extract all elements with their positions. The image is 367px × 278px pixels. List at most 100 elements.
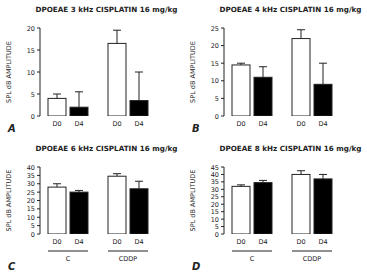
bar xyxy=(254,77,272,116)
title: DPOEAE 8 kHz CISPLATIN 16 mg/kg xyxy=(220,144,362,153)
panel-label: B xyxy=(192,123,200,134)
error-bar xyxy=(135,181,143,189)
error-cap xyxy=(113,30,121,31)
error-bar xyxy=(297,30,305,39)
x-tick-label: D0 xyxy=(112,120,121,128)
error-stem xyxy=(139,181,140,189)
x-tick-label: D0 xyxy=(52,120,61,128)
error-cap xyxy=(259,180,267,181)
panel: DPOEAE 8 kHz CISPLATIN 16 mg/kgSPL dB AM… xyxy=(189,144,361,272)
error-stem xyxy=(57,184,58,187)
bar xyxy=(48,187,66,234)
error-stem xyxy=(263,67,264,78)
error-stem xyxy=(139,72,140,101)
group-line xyxy=(232,251,272,252)
bar xyxy=(108,176,126,234)
y-tick xyxy=(221,28,224,29)
error-bar xyxy=(319,174,327,178)
bar xyxy=(70,107,88,116)
x-tick-label: D0 xyxy=(236,120,245,128)
y-tick-label: 25 xyxy=(27,189,35,197)
y-tick-label: 5 xyxy=(31,91,35,99)
y-tick xyxy=(37,183,40,184)
panel-label: C xyxy=(8,261,16,272)
y-tick-label: 20 xyxy=(27,25,35,33)
x-tick-label: D4 xyxy=(258,238,267,246)
y-axis-label: SPL dB AMPLITUDE xyxy=(5,170,13,232)
y-tick-label: 15 xyxy=(211,60,219,68)
error-bar xyxy=(113,174,121,177)
group-line xyxy=(292,251,332,252)
error-stem xyxy=(323,63,324,84)
y-tick-label: 25 xyxy=(211,25,219,33)
error-cap xyxy=(53,183,61,184)
y-tick xyxy=(221,234,224,235)
y-tick-label: 0 xyxy=(31,231,35,239)
y-axis-label: SPL dB AMPLITUDE xyxy=(5,41,13,103)
y-axis xyxy=(224,167,225,234)
y-tick-label: 10 xyxy=(27,69,35,77)
x-tick-label: D4 xyxy=(318,238,327,246)
y-axis-label: SPL dB AMPLITUDE xyxy=(189,41,197,103)
panel: DPOEAE 4 kHz CISPLATIN 16 mg/kg SPL dB AM… xyxy=(189,5,361,134)
y-tick-label: 0 xyxy=(31,113,35,121)
y-tick xyxy=(37,116,40,117)
bar xyxy=(292,39,310,116)
y-tick-label: 25 xyxy=(211,193,219,201)
y-tick xyxy=(37,94,40,95)
y-tick xyxy=(37,192,40,193)
error-stem xyxy=(79,92,80,107)
title: DPOEAE 4 kHz CISPLATIN 16 mg/kg xyxy=(220,5,362,14)
bar xyxy=(70,192,88,234)
group-label: C xyxy=(250,255,255,263)
y-tick xyxy=(37,225,40,226)
y-tick-label: 20 xyxy=(27,197,35,205)
error-stem xyxy=(301,171,302,175)
y-tick-label: 35 xyxy=(211,178,219,186)
x-tick-label: D0 xyxy=(52,238,61,246)
y-tick-label: 5 xyxy=(215,95,219,103)
error-cap xyxy=(135,181,143,182)
y-tick-label: 35 xyxy=(27,172,35,180)
bar xyxy=(314,84,332,116)
bar xyxy=(130,101,148,116)
y-tick xyxy=(221,211,224,212)
y-tick xyxy=(221,219,224,220)
y-tick xyxy=(221,116,224,117)
x-tick-label: D0 xyxy=(296,120,305,128)
y-tick xyxy=(221,226,224,227)
y-tick xyxy=(37,72,40,73)
error-cap xyxy=(319,63,327,64)
y-tick xyxy=(221,196,224,197)
group-line xyxy=(108,251,148,252)
bar xyxy=(130,189,148,234)
error-bar xyxy=(135,72,143,101)
x-tick-label: D4 xyxy=(318,120,327,128)
y-tick-label: 40 xyxy=(211,171,219,179)
y-axis xyxy=(224,28,225,116)
y-tick-label: 45 xyxy=(211,164,219,172)
y-tick xyxy=(37,234,40,235)
y-tick xyxy=(37,28,40,29)
error-bar xyxy=(259,180,267,182)
y-tick-label: 15 xyxy=(27,47,35,55)
error-cap xyxy=(53,94,61,95)
figure: DPOEAE 3 kHz CISPLATIN 16 mg/kg SPL dB AM… xyxy=(0,0,367,278)
error-cap xyxy=(113,173,121,174)
group-label: CDDP xyxy=(303,255,322,263)
panel-label: D xyxy=(192,261,200,272)
y-tick xyxy=(221,63,224,64)
y-tick xyxy=(221,189,224,190)
y-tick xyxy=(37,167,40,168)
group-label: CDDP xyxy=(119,255,138,263)
y-tick xyxy=(37,50,40,51)
bars xyxy=(232,30,332,116)
y-tick-label: 40 xyxy=(27,164,35,172)
y-tick xyxy=(37,217,40,218)
bar xyxy=(292,174,310,234)
error-bar xyxy=(75,190,83,192)
bar xyxy=(314,179,332,234)
title: DPOEAE 3 kHz CISPLATIN 16 mg/kg xyxy=(36,5,178,14)
error-stem xyxy=(323,174,324,178)
error-bar xyxy=(113,30,121,43)
